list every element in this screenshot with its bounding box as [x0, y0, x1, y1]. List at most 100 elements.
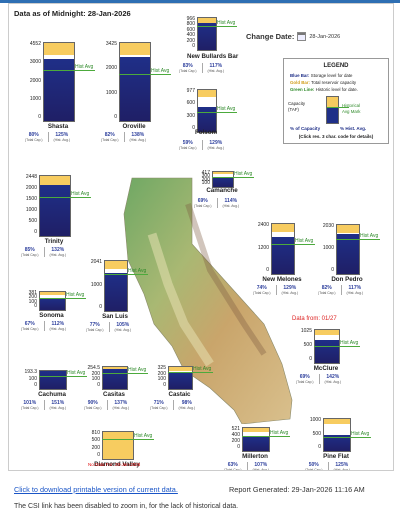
pct-hist-value: 105% [116, 322, 130, 328]
total-cap-caption: (Total Cap.) [194, 204, 212, 208]
axis-tick-label: 0 [331, 267, 334, 273]
reservoir-name-oroville[interactable]: Oroville [122, 123, 146, 130]
pct-capacity-cell: 90% (Total Cap.) [84, 400, 102, 410]
reservoir-name-san-luis[interactable]: San Luis [102, 313, 128, 320]
axis-tick-label: 200 [91, 370, 100, 377]
axis-ticks-san-luis: 2041 1000 0 [76, 260, 102, 310]
pct-capacity-value: 74% [256, 285, 267, 291]
capacity-bar-millerton[interactable] [242, 427, 270, 452]
historic-avg-line-don-pedro [336, 238, 380, 240]
capacity-bar-trinity[interactable] [39, 175, 71, 237]
stats-divider [43, 400, 45, 410]
pct-capacity-cell: 101% (Total Cap.) [21, 400, 39, 410]
reservoir-name-millerton[interactable]: Millerton [242, 453, 268, 460]
axis-tick-label: 200 [157, 370, 166, 377]
historic-avg-label: Hist Avg [134, 432, 153, 439]
total-cap-caption: (Total Cap.) [150, 406, 168, 410]
reservoir-name-pine-flat[interactable]: Pine Flat [323, 453, 349, 460]
stats-divider [318, 374, 320, 384]
legend-green-line-label: Green Line: [290, 87, 315, 92]
reservoir-name-trinity[interactable]: Trinity [44, 238, 64, 245]
total-cap-caption: (Total Cap.) [318, 291, 336, 295]
capacity-bar-oroville[interactable] [119, 42, 151, 122]
reservoir-name-folsom[interactable]: Folsom [194, 129, 217, 136]
axis-ticks-oroville: 3425 2000 1000 0 [91, 42, 117, 120]
axis-tick-label: 500 [312, 430, 321, 437]
pct-capacity-cell: 80% (Total Cap.) [25, 132, 43, 142]
reservoir-name-mcclure[interactable]: McClure [313, 365, 339, 372]
reservoir-name-castaic[interactable]: Castaic [168, 391, 191, 398]
pct-capacity-value: 83% [182, 63, 193, 69]
reservoir-name-new-melones[interactable]: New Melones [262, 276, 302, 283]
pct-capacity-cell: 77% (Total Cap.) [86, 322, 104, 332]
pct-hist-value: 107% [254, 462, 268, 468]
reservoir-name-casitas[interactable]: Casitas [102, 391, 125, 398]
change-date-value[interactable]: 28-Jan-2026 [309, 33, 341, 40]
axis-tick-label: 1000 [25, 207, 37, 213]
historic-avg-label: Hist Avg [75, 64, 94, 71]
capacity-bar-new-bullards-bar[interactable] [197, 17, 217, 51]
pct-hist-value: 125% [55, 132, 69, 138]
axis-tick-label: 2000 [29, 77, 41, 84]
axis-tick-label: 100 [157, 376, 166, 383]
capacity-bar-sonoma[interactable] [39, 291, 66, 311]
axis-tick-label: 300 [201, 173, 210, 180]
historic-avg-label: Hist Avg [217, 105, 236, 112]
pct-hist-value: 142% [326, 374, 340, 380]
axis-tick-label: 200 [201, 176, 210, 183]
reservoir-name-diamond-valley[interactable]: Diamond Valley [94, 461, 140, 468]
axis-tick-label: 400 [186, 32, 195, 39]
legend-pct-hist: % Hist. Avg. [340, 126, 367, 131]
stats-divider [246, 462, 248, 470]
historic-avg-line-san-luis [104, 273, 148, 275]
storage-fill [337, 233, 359, 274]
capacity-fill [198, 90, 216, 97]
pct-hist-cell: 129% (Hist. Avg.) [208, 140, 225, 150]
reservoir-name-sonoma[interactable]: Sonoma [39, 312, 64, 319]
storage-fill [120, 57, 150, 121]
reservoir-name-don-pedro[interactable]: Don Pedro [331, 276, 363, 283]
reservoir-stats-pine-flat: 50% (Total Cap.) 125% (Hist. Avg.) [305, 462, 350, 470]
capacity-bar-diamond-valley[interactable] [102, 431, 134, 460]
reservoir-name-shasta[interactable]: Shasta [47, 123, 69, 130]
capacity-bar-shasta[interactable] [43, 42, 75, 122]
hist-avg-caption: (Hist. Avg.) [222, 204, 240, 208]
capacity-bar-pine-flat[interactable] [323, 418, 351, 452]
legend-box: LEGEND Blue Bar: Storage level for date … [283, 58, 389, 144]
reservoir-stats-oroville: 82% (Total Cap.) 138% (Hist. Avg.) [101, 132, 146, 142]
axis-tick-label: 500 [28, 218, 37, 224]
pct-hist-value: 117% [209, 63, 223, 69]
calendar-icon[interactable] [297, 32, 307, 41]
pct-hist-value: 138% [131, 132, 145, 138]
reservoir-name-camanche[interactable]: Camanche [206, 187, 238, 194]
total-cap-caption: (Total Cap.) [179, 69, 197, 73]
stats-divider [275, 285, 277, 295]
reservoir-name-new-bullards-bar[interactable]: New Bullards Bar [187, 53, 239, 60]
capacity-bar-new-melones[interactable] [271, 223, 295, 275]
axis-ticks-casitas: 254.5 200 100 0 [74, 366, 100, 388]
axis-tick-label: 500 [91, 437, 100, 444]
stats-divider [216, 198, 218, 208]
download-printable-link[interactable]: Click to download printable version of c… [14, 485, 178, 494]
reservoir-name-cachuma[interactable]: Cachuma [38, 391, 66, 398]
capacity-bar-camanche[interactable] [212, 171, 234, 188]
axis-tick-label: 1000 [105, 89, 117, 96]
capacity-bar-casitas[interactable] [102, 366, 128, 390]
capacity-bar-castaic[interactable] [168, 366, 193, 390]
historic-avg-label: Hist Avg [360, 232, 379, 239]
capacity-bar-don-pedro[interactable] [336, 224, 360, 275]
reservoir-stats-san-luis: 77% (Total Cap.) 105% (Hist. Avg.) [86, 322, 131, 332]
pct-hist-value: 137% [114, 400, 128, 406]
reservoir-stats-folsom: 59% (Total Cap.) 129% (Hist. Avg.) [179, 140, 224, 150]
axis-tick-label: 3000 [29, 59, 41, 66]
axis-tick-label: 417 [201, 170, 210, 176]
capacity-bar-folsom[interactable] [197, 89, 217, 133]
axis-tick-label: 254.5 [87, 365, 100, 371]
capacity-bar-san-luis[interactable] [104, 260, 128, 312]
axis-ticks-don-pedro: 2030 1000 0 [308, 224, 334, 273]
axis-ticks-new-bullards-bar: 966 800 600 400 200 0 [169, 17, 195, 49]
axis-tick-label: 1025 [300, 328, 312, 334]
axis-tick-label: 0 [192, 43, 195, 49]
historic-avg-label: Hist Avg [217, 20, 236, 27]
capacity-bar-cachuma[interactable] [39, 370, 67, 390]
